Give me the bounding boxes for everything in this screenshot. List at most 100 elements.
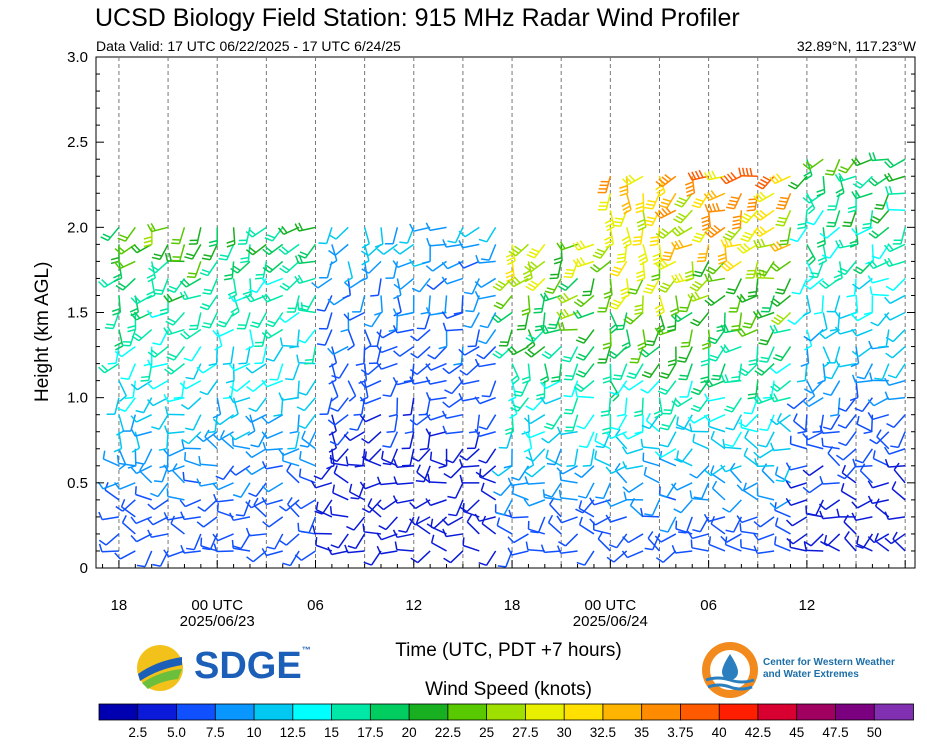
wind-barb-feather (769, 325, 775, 334)
wind-barb-feather (289, 430, 298, 434)
wind-barb-feather (199, 272, 209, 277)
wind-barb-feather (300, 530, 310, 534)
colorbar-label: 22.5 (435, 725, 461, 740)
wind-barb-feather (774, 502, 777, 511)
colorbar-label: 10 (247, 725, 262, 740)
wind-barb (867, 480, 890, 489)
wind-barb-staff (426, 397, 431, 415)
wind-barb-feather (690, 407, 699, 413)
wind-barb-feather (578, 353, 587, 358)
wind-barb-feather (556, 545, 562, 554)
wind-barb-feather (806, 276, 815, 283)
wind-barb-feather (163, 327, 169, 336)
wind-barb (202, 278, 218, 295)
wind-barb-staff (136, 465, 153, 475)
wind-barb-feather (608, 305, 617, 310)
colorbar-swatch (641, 703, 682, 721)
wind-barb-staff (455, 499, 464, 516)
wind-barb-staff (298, 277, 316, 285)
wind-barb-feather (181, 440, 185, 449)
wind-barb (438, 329, 448, 350)
wind-barb-staff (661, 175, 677, 188)
wind-barb (442, 322, 463, 332)
wind-barb-feather (572, 311, 579, 319)
wind-barb-staff (710, 226, 726, 238)
wind-barb-staff (184, 499, 202, 508)
wind-barb (576, 414, 595, 430)
wind-barb (441, 276, 464, 285)
wind-barb-staff (609, 210, 615, 228)
wind-barb (159, 448, 169, 469)
wind-barb-feather (163, 464, 170, 473)
wind-barb-feather (732, 222, 741, 226)
wind-barb-staff (122, 277, 136, 291)
wind-barb (498, 431, 513, 449)
wind-barb (212, 533, 234, 542)
wind-barb-staff (287, 503, 300, 518)
wind-barb-staff (843, 521, 857, 535)
wind-barb-feather (659, 427, 669, 431)
wind-barb-feather (206, 430, 216, 434)
wind-barb-staff (471, 278, 480, 295)
wind-barb-feather (265, 357, 275, 362)
wind-barb (851, 311, 873, 322)
wind-barb-staff (876, 431, 890, 445)
wind-barb-staff (560, 479, 578, 484)
wind-barb-feather (757, 367, 765, 374)
wind-barb (447, 227, 464, 244)
wind-barb-feather (427, 354, 436, 360)
wind-barb-staff (136, 414, 153, 423)
wind-barb (659, 414, 677, 431)
wind-barb-staff (409, 431, 415, 449)
wind-barb-staff (135, 493, 152, 501)
wind-barb-staff (511, 550, 529, 556)
wind-barb-feather (753, 214, 761, 221)
wind-barb-feather (817, 379, 826, 385)
wind-barb (421, 244, 431, 265)
wind-barb (463, 278, 480, 295)
wind-barb-feather (294, 554, 302, 561)
wind-barb-feather (886, 422, 895, 429)
wind-barb-staff (691, 261, 695, 279)
wind-barb-feather (216, 503, 219, 512)
wind-barb-staff (266, 499, 283, 506)
wind-barb-feather (707, 297, 715, 304)
wind-barb (582, 278, 595, 297)
wind-barb-feather (474, 358, 480, 367)
wind-barb-feather (359, 414, 367, 423)
wind-barb-feather (693, 201, 702, 206)
wind-barb-staff (569, 346, 579, 363)
wind-barb (248, 482, 267, 498)
wind-barb (286, 295, 300, 313)
wind-barb-feather (511, 476, 520, 481)
wind-barb-feather (399, 241, 408, 244)
wind-barb-staff (544, 363, 550, 381)
wind-barb (513, 380, 530, 397)
wind-barb-feather (509, 413, 518, 419)
wind-barb (692, 261, 710, 278)
wind-barb-feather (685, 273, 694, 278)
wind-barb-feather (674, 274, 681, 283)
wind-barb (330, 533, 349, 549)
wind-barb-staff (560, 497, 578, 501)
wind-barb-feather (179, 291, 185, 300)
wind-barb-feather (265, 323, 274, 328)
x-tick-label: 18 (504, 597, 521, 614)
wind-barb (553, 244, 563, 265)
colorbar-label: 5.0 (167, 725, 186, 740)
wind-barb-feather (687, 530, 693, 539)
wind-barb-feather (662, 198, 672, 203)
wind-barb-feather (458, 376, 464, 385)
wind-barb-staff (423, 465, 431, 482)
wind-barb-feather (231, 310, 240, 317)
plot-border (95, 56, 916, 569)
wind-barb (524, 465, 546, 478)
wind-barb-staff (124, 397, 136, 412)
wind-barb-staff (304, 414, 317, 429)
wind-barb (278, 499, 300, 512)
wind-barb-staff (813, 209, 824, 226)
wind-barb-staff (545, 396, 562, 405)
wind-barb (736, 327, 759, 337)
wind-barb-feather (868, 232, 877, 239)
wind-barb-feather (836, 192, 845, 198)
